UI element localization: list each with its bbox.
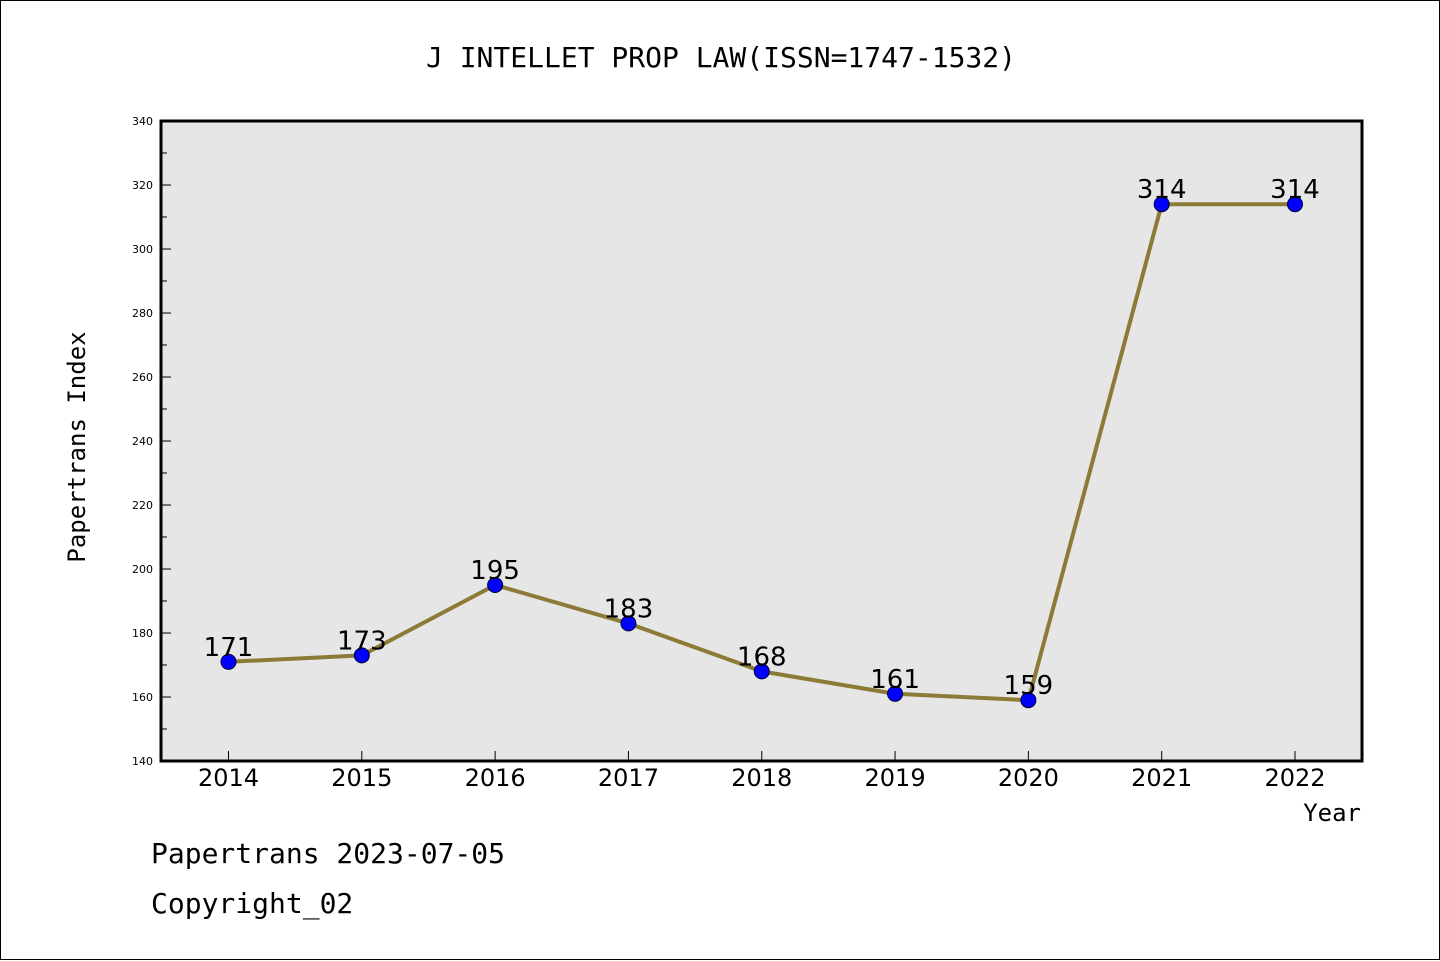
y-tick-label: 320 — [132, 179, 153, 192]
x-tick-label: 2014 — [198, 764, 259, 792]
x-tick-label: 2018 — [731, 764, 792, 792]
data-label: 314 — [1270, 175, 1320, 205]
series-line-group — [220, 196, 1303, 709]
data-point-marker — [620, 615, 637, 632]
y-axis-label: Papertrans Index — [63, 331, 91, 562]
x-tick-label: 2021 — [1131, 764, 1192, 792]
data-point-marker — [353, 647, 370, 664]
data-point-marker — [753, 663, 770, 680]
data-label: 161 — [870, 665, 920, 695]
y-tick-label: 200 — [132, 563, 153, 576]
data-label: 314 — [1137, 175, 1187, 205]
x-axis-label: Year — [1303, 799, 1361, 827]
data-point-marker — [220, 653, 237, 670]
chart-title: J INTELLET PROP LAW(ISSN=1747-1532) — [426, 41, 1016, 74]
data-label: 171 — [204, 633, 254, 663]
data-point-marker — [1020, 692, 1037, 709]
y-tick-label: 160 — [132, 691, 153, 704]
data-label: 195 — [470, 556, 520, 586]
x-tick-label: 2022 — [1264, 764, 1325, 792]
y-tick-label: 220 — [132, 499, 153, 512]
x-tick-label: 2020 — [998, 764, 1059, 792]
data-label: 168 — [737, 642, 787, 672]
y-tick-label: 340 — [132, 115, 153, 128]
data-point-marker — [887, 685, 904, 702]
data-point-marker — [1287, 196, 1303, 213]
data-label-group: 171 173 195 183 168 161 159 314 314 — [204, 175, 1320, 701]
y-tick-label: 140 — [132, 755, 153, 768]
data-point-marker — [487, 577, 504, 593]
x-tick-label: 2016 — [465, 764, 526, 792]
y-tick-label: 240 — [132, 435, 153, 448]
y-tick-label: 180 — [132, 627, 153, 640]
y-tick-label: 280 — [132, 307, 153, 320]
y-tick-label: 300 — [132, 243, 153, 256]
y-tick-label: 260 — [132, 371, 153, 384]
data-label: 159 — [1004, 671, 1054, 701]
data-label: 173 — [337, 626, 387, 656]
x-tick-label: 2017 — [598, 764, 659, 792]
footer-copyright: Copyright_02 — [151, 887, 354, 920]
x-tick-label: 2015 — [331, 764, 392, 792]
x-tick-label: 2019 — [865, 764, 926, 792]
footer-date: Papertrans 2023-07-05 — [151, 837, 506, 870]
data-label: 183 — [604, 594, 654, 624]
x-axis: 2014 2015 2016 2017 2018 2019 2020 2021 2022 — [198, 751, 1326, 792]
y-axis: 140 160 180 200 220 240 260 280 300 320 340 — [132, 115, 171, 768]
data-point-marker — [1153, 196, 1170, 213]
